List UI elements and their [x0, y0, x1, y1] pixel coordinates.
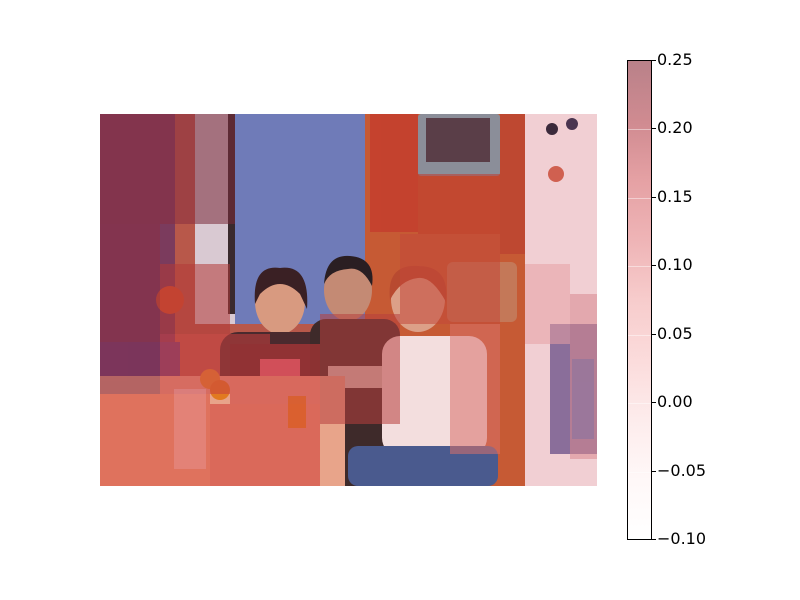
relevance-heatmap-overlay [100, 114, 597, 486]
colorbar-tick-label: −0.10 [657, 529, 707, 548]
tv-screen [426, 118, 490, 162]
colorbar-tick-label: 0.00 [657, 392, 693, 411]
person-left-hair [254, 267, 308, 309]
colorbar-tick-label: 0.05 [657, 324, 693, 343]
colorbar-tick [651, 128, 656, 129]
colorbar-tick-label: 0.15 [657, 187, 693, 206]
colorbar-tick [651, 471, 656, 472]
colorbar-tick [651, 197, 656, 198]
colorbar-tick [651, 539, 656, 540]
colorbar-tick [651, 60, 656, 61]
person-middle-hair [324, 255, 373, 286]
colorbar-tick-label: −0.05 [657, 461, 707, 480]
colorbar [627, 60, 652, 540]
colorbar-tick-label: 0.10 [657, 255, 693, 274]
colorbar-tick-label: 0.25 [657, 50, 693, 69]
magnet-1 [546, 123, 558, 135]
colorbar-tick [651, 334, 656, 335]
person-right-jeans [348, 446, 498, 486]
colorbar-tick-label: 0.20 [657, 118, 693, 137]
magnet-3 [548, 166, 564, 182]
person-middle-head [324, 259, 372, 321]
heatmap-photo [100, 114, 597, 486]
colorbar-tick [651, 402, 656, 403]
magnet-2 [566, 118, 578, 130]
colorbar-tick [651, 265, 656, 266]
